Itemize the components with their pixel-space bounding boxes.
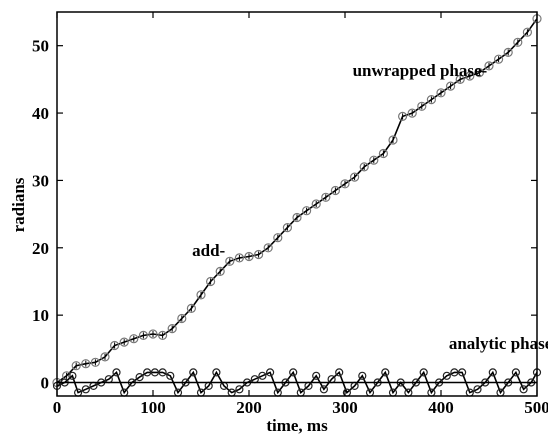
data-point bbox=[426, 94, 436, 105]
annotation-label: unwrapped phase- bbox=[353, 61, 488, 80]
data-point bbox=[90, 357, 101, 367]
y-tick-label: 0 bbox=[41, 374, 50, 393]
data-point bbox=[417, 101, 427, 111]
data-point bbox=[71, 361, 81, 371]
data-point bbox=[215, 266, 225, 276]
x-tick-label: 100 bbox=[140, 398, 166, 417]
data-point bbox=[109, 340, 120, 351]
data-point bbox=[388, 135, 398, 145]
data-point bbox=[321, 192, 331, 202]
data-point bbox=[359, 162, 369, 172]
data-point bbox=[186, 303, 196, 313]
data-point bbox=[135, 373, 144, 382]
x-tick-label: 300 bbox=[332, 398, 358, 417]
data-point bbox=[167, 324, 177, 334]
data-point bbox=[196, 290, 206, 300]
data-point bbox=[302, 206, 312, 216]
data-point bbox=[513, 37, 523, 47]
data-point bbox=[119, 337, 129, 347]
data-point bbox=[158, 330, 168, 340]
data-point bbox=[419, 368, 428, 377]
data-point bbox=[407, 108, 417, 118]
annotations: unwrapped phase-add-analytic phase- bbox=[192, 61, 548, 353]
annotation-label: add- bbox=[192, 241, 225, 260]
data-point bbox=[519, 385, 528, 394]
data-point bbox=[100, 352, 110, 362]
data-point bbox=[289, 368, 298, 377]
data-point bbox=[442, 371, 451, 380]
data-point bbox=[273, 233, 283, 243]
y-tick-label: 20 bbox=[32, 239, 49, 258]
data-point bbox=[225, 256, 235, 266]
data-point bbox=[369, 155, 379, 165]
data-point bbox=[150, 368, 159, 377]
data-point bbox=[484, 61, 494, 71]
data-point bbox=[312, 371, 321, 380]
data-point bbox=[488, 368, 497, 377]
data-point bbox=[340, 179, 350, 189]
data-point bbox=[311, 199, 321, 209]
data-point bbox=[319, 385, 328, 394]
data-point bbox=[266, 368, 275, 377]
data-point bbox=[148, 329, 158, 339]
y-axis-label: radians bbox=[9, 177, 28, 232]
data-point bbox=[450, 368, 459, 377]
x-tick-label: 400 bbox=[428, 398, 454, 417]
data-point bbox=[381, 368, 390, 377]
data-point bbox=[398, 111, 408, 122]
data-point bbox=[263, 243, 273, 253]
axes: 0 100 200 300 400 500 0 10 20 30 40 50 bbox=[32, 11, 548, 417]
data-point bbox=[189, 368, 198, 377]
x-tick-label: 200 bbox=[236, 398, 262, 417]
data-point bbox=[473, 385, 482, 394]
data-point bbox=[458, 368, 467, 377]
data-point bbox=[235, 385, 244, 394]
annotation-label: analytic phase- bbox=[449, 334, 548, 353]
data-point bbox=[258, 371, 267, 380]
data-point bbox=[494, 54, 504, 64]
y-tick-label: 30 bbox=[32, 171, 49, 190]
data-point bbox=[244, 251, 254, 262]
data-point bbox=[143, 368, 152, 377]
data-point bbox=[522, 27, 533, 37]
data-point bbox=[503, 47, 513, 58]
data-point bbox=[282, 223, 292, 233]
y-tick-label: 40 bbox=[32, 104, 49, 123]
data-point bbox=[455, 74, 465, 85]
y-tick-label: 50 bbox=[32, 37, 49, 56]
data-point bbox=[350, 172, 360, 182]
plot-frame bbox=[56, 11, 538, 397]
data-point bbox=[68, 371, 77, 380]
data-point bbox=[436, 88, 446, 98]
data-point bbox=[234, 253, 244, 263]
data-point bbox=[212, 368, 221, 377]
data-point bbox=[129, 334, 139, 344]
x-tick-label: 500 bbox=[524, 398, 548, 417]
data-point bbox=[81, 359, 91, 369]
data-point bbox=[446, 81, 456, 91]
data-point bbox=[112, 368, 121, 377]
data-point bbox=[177, 313, 187, 324]
data-point bbox=[292, 212, 302, 223]
data-point bbox=[474, 67, 484, 78]
data-point bbox=[378, 148, 388, 159]
x-tick-label: 0 bbox=[53, 398, 62, 417]
y-tick-label: 10 bbox=[32, 306, 49, 325]
data-point bbox=[138, 330, 148, 340]
data-point bbox=[358, 371, 367, 380]
data-point bbox=[330, 185, 340, 196]
data-point bbox=[206, 276, 216, 287]
x-axis-label: time, ms bbox=[266, 416, 328, 435]
data-point bbox=[166, 371, 175, 380]
data-point bbox=[335, 368, 344, 377]
data-point bbox=[158, 368, 167, 377]
data-point bbox=[254, 249, 264, 260]
data-point bbox=[81, 385, 90, 394]
data-point bbox=[465, 71, 475, 81]
data-point bbox=[511, 368, 521, 377]
